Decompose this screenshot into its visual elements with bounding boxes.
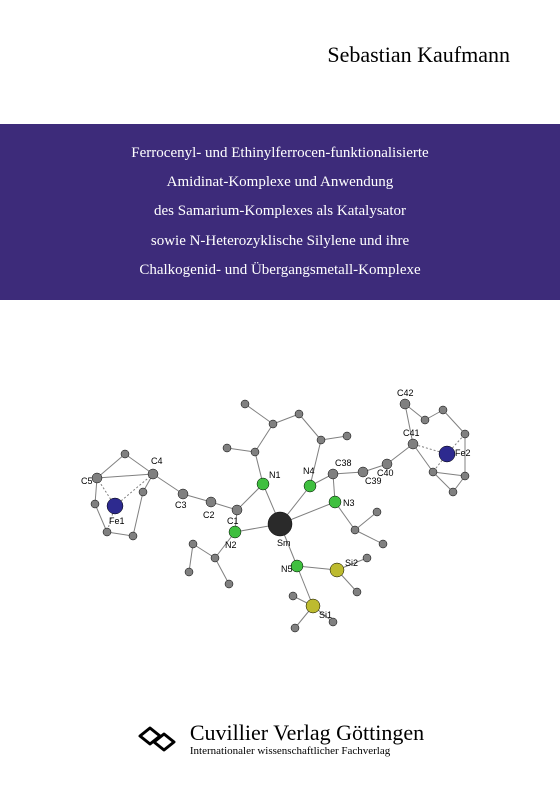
svg-text:C4: C4 [151, 456, 163, 466]
publisher-logo-icon [136, 722, 180, 756]
title-line-1: Ferrocenyl- und Ethinylferrocen-funktion… [131, 139, 428, 168]
svg-text:C2: C2 [203, 510, 215, 520]
publisher-name: Cuvillier Verlag Göttingen [190, 720, 424, 746]
svg-text:N2: N2 [225, 540, 237, 550]
title-band: Ferrocenyl- und Ethinylferrocen-funktion… [0, 124, 560, 300]
svg-text:C42: C42 [397, 388, 414, 398]
title-line-2: Amidinat-Komplexe und Anwendung [167, 168, 394, 197]
publisher-subtitle: Internationaler wissenschaftlicher Fachv… [190, 745, 424, 757]
svg-text:C5: C5 [81, 476, 93, 486]
svg-text:Sm: Sm [277, 538, 291, 548]
svg-text:Si1: Si1 [319, 610, 332, 620]
svg-text:N5: N5 [281, 564, 293, 574]
svg-text:C1: C1 [227, 516, 239, 526]
svg-text:N4: N4 [303, 466, 315, 476]
title-line-5: Chalkogenid- und Übergangsmetall-Komplex… [139, 256, 420, 285]
publisher-block: Cuvillier Verlag Göttingen International… [0, 720, 560, 757]
svg-text:C40: C40 [377, 468, 394, 478]
title-line-3: des Samarium-Komplexes als Katalysator [154, 197, 406, 226]
svg-text:C41: C41 [403, 428, 420, 438]
molecular-structure-diagram: SmN1N2N3N4N5Si1Si2Fe1Fe2C1C2C3C4C5C38C39… [55, 344, 505, 644]
svg-text:C38: C38 [335, 458, 352, 468]
author-name: Sebastian Kaufmann [327, 42, 510, 68]
svg-text:C3: C3 [175, 500, 187, 510]
svg-text:Fe1: Fe1 [109, 516, 125, 526]
svg-text:N3: N3 [343, 498, 355, 508]
svg-text:Si2: Si2 [345, 558, 358, 568]
svg-text:Fe2: Fe2 [455, 448, 471, 458]
title-line-4: sowie N-Heterozyklische Silylene und ihr… [151, 227, 409, 256]
svg-text:N1: N1 [269, 470, 281, 480]
